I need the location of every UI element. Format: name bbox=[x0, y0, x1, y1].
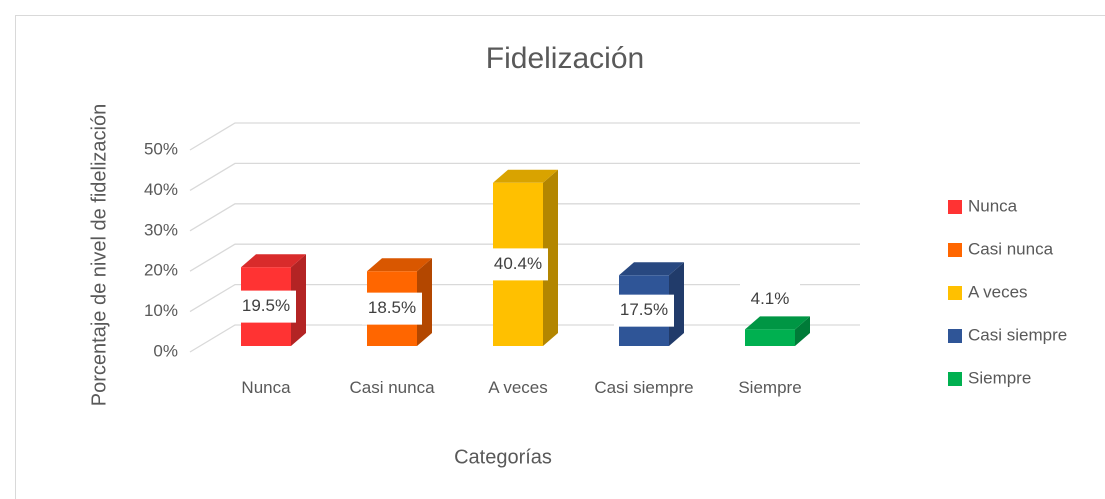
value-label: 40.4% bbox=[494, 254, 542, 273]
value-label-box bbox=[488, 248, 548, 281]
y-tick-label: 50% bbox=[144, 139, 178, 158]
y-axis-title: Porcentaje de nivel de fidelización bbox=[88, 104, 110, 406]
bar-top bbox=[745, 316, 810, 330]
value-label: 17.5% bbox=[620, 300, 668, 319]
y-tick-label: 20% bbox=[144, 261, 178, 280]
chart-title: Fidelización bbox=[486, 42, 644, 75]
bar bbox=[745, 316, 810, 346]
legend-label: Nunca bbox=[968, 196, 1018, 215]
value-label: 19.5% bbox=[242, 296, 290, 315]
legend-swatch bbox=[948, 372, 962, 386]
legend-label: Casi nunca bbox=[968, 239, 1054, 258]
bar-top bbox=[367, 258, 432, 272]
grid-line bbox=[189, 162, 860, 191]
bar-front bbox=[745, 329, 795, 346]
legend-label: Casi siempre bbox=[968, 325, 1067, 344]
x-tick-label: Casi siempre bbox=[594, 378, 694, 397]
value-label-box bbox=[236, 290, 296, 323]
chart-border bbox=[15, 15, 1105, 499]
value-label-box bbox=[362, 292, 422, 325]
legend-swatch bbox=[948, 200, 962, 214]
bar-top bbox=[619, 262, 684, 276]
legend-label: Siempre bbox=[968, 368, 1031, 387]
bar-top bbox=[493, 169, 558, 183]
value-label-box bbox=[740, 283, 800, 316]
legend-swatch bbox=[948, 243, 962, 257]
value-label: 18.5% bbox=[368, 298, 416, 317]
grid-line bbox=[189, 243, 860, 272]
bar-side bbox=[543, 169, 558, 346]
x-tick-label: Casi nunca bbox=[349, 378, 435, 397]
x-tick-label: A veces bbox=[488, 378, 548, 397]
bar-side bbox=[795, 316, 810, 346]
x-axis-title: Categorías bbox=[454, 446, 552, 468]
legend-label: A veces bbox=[968, 282, 1028, 301]
x-tick-label: Siempre bbox=[738, 378, 802, 397]
y-tick-label: 30% bbox=[144, 220, 178, 239]
bar-top bbox=[241, 254, 306, 268]
legend-swatch bbox=[948, 329, 962, 343]
value-label-box bbox=[614, 294, 674, 327]
y-tick-label: 40% bbox=[144, 180, 178, 199]
x-tick-label: Nunca bbox=[241, 378, 291, 397]
y-tick-label: 10% bbox=[144, 301, 178, 320]
grid-line bbox=[189, 122, 860, 151]
value-label: 4.1% bbox=[751, 289, 790, 308]
legend-swatch bbox=[948, 286, 962, 300]
bar-side bbox=[291, 254, 306, 346]
grid-line bbox=[189, 203, 860, 232]
y-tick-label: 0% bbox=[153, 341, 178, 360]
